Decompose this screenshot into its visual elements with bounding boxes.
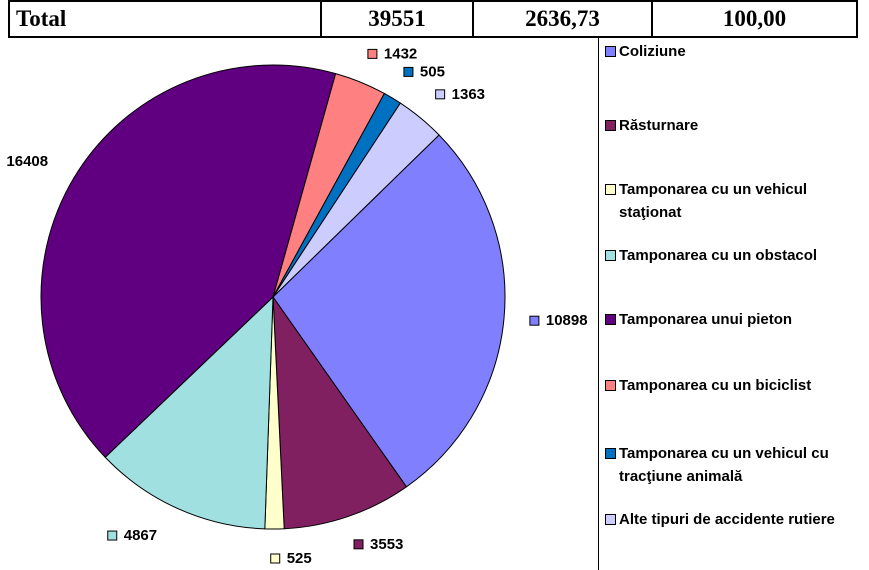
label-swatch xyxy=(529,315,540,326)
label-swatch xyxy=(435,89,446,100)
legend-swatch xyxy=(605,314,616,325)
legend-entry: Tamponarea cu un obstacol xyxy=(605,244,844,267)
legend-entry: Răsturnare xyxy=(605,114,844,137)
label-swatch xyxy=(367,48,378,59)
label-swatch xyxy=(270,553,281,564)
legend-swatch xyxy=(605,514,616,525)
pie-slice xyxy=(104,295,274,530)
legend: Coliziune Răsturnare Tamponarea cu un vehi… xyxy=(598,38,859,570)
pie-slice xyxy=(272,295,408,530)
label-swatch xyxy=(353,539,364,550)
data-label: 505 xyxy=(420,63,445,80)
legend-entry: Tamponarea cu un biciclist xyxy=(605,374,844,397)
legend-label: Tamponarea cu un biciclist xyxy=(619,377,812,394)
legend-entry: Tamponarea unui pieton xyxy=(605,308,844,331)
legend-label: Răsturnare xyxy=(619,117,699,134)
label-swatch xyxy=(403,66,414,77)
total-row: Total 39551 2636,73 100,00 xyxy=(8,0,858,38)
data-label: 525 xyxy=(287,550,312,567)
legend-label: Alte tipuri de accidente rutiere xyxy=(619,511,835,528)
data-label: 3553 xyxy=(370,536,403,553)
cell: 39551 xyxy=(320,0,474,38)
legend-swatch xyxy=(605,250,616,261)
pie-slice xyxy=(272,102,440,298)
legend-label: Tamponarea unui pieton xyxy=(619,311,793,328)
label-swatch xyxy=(107,530,118,541)
legend-label: Tamponarea cu un vehicul cu tracţiune an… xyxy=(619,445,829,485)
pie-slice xyxy=(272,134,506,488)
legend-entry: Alte tipuri de accidente rutiere xyxy=(605,508,844,531)
data-label: 16408 xyxy=(6,153,48,170)
legend-swatch xyxy=(605,46,616,57)
cell: Total xyxy=(8,0,322,38)
data-label: 10898 xyxy=(546,312,588,329)
cell: 100,00 xyxy=(651,0,858,38)
legend-label: Tamponarea cu un obstacol xyxy=(619,247,818,264)
data-label: 4867 xyxy=(124,527,157,544)
legend-entry: Tamponarea cu un vehicul staţionat xyxy=(605,178,844,224)
legend-label: Tamponarea cu un vehicul staţionat xyxy=(619,181,808,221)
legend-entry: Tamponarea cu un vehicul cu tracţiune an… xyxy=(605,442,844,488)
legend-swatch xyxy=(605,380,616,391)
legend-entry: Coliziune xyxy=(605,40,844,63)
total-table: Total 39551 2636,73 100,00 xyxy=(8,0,858,38)
data-label: 1432 xyxy=(384,45,417,62)
legend-label: Coliziune xyxy=(619,43,686,60)
cell: 2636,73 xyxy=(472,0,653,38)
legend-swatch xyxy=(605,448,616,459)
legend-swatch xyxy=(605,184,616,195)
pie-slice xyxy=(40,64,337,458)
legend-swatch xyxy=(605,120,616,131)
data-label: 1363 xyxy=(452,86,485,103)
